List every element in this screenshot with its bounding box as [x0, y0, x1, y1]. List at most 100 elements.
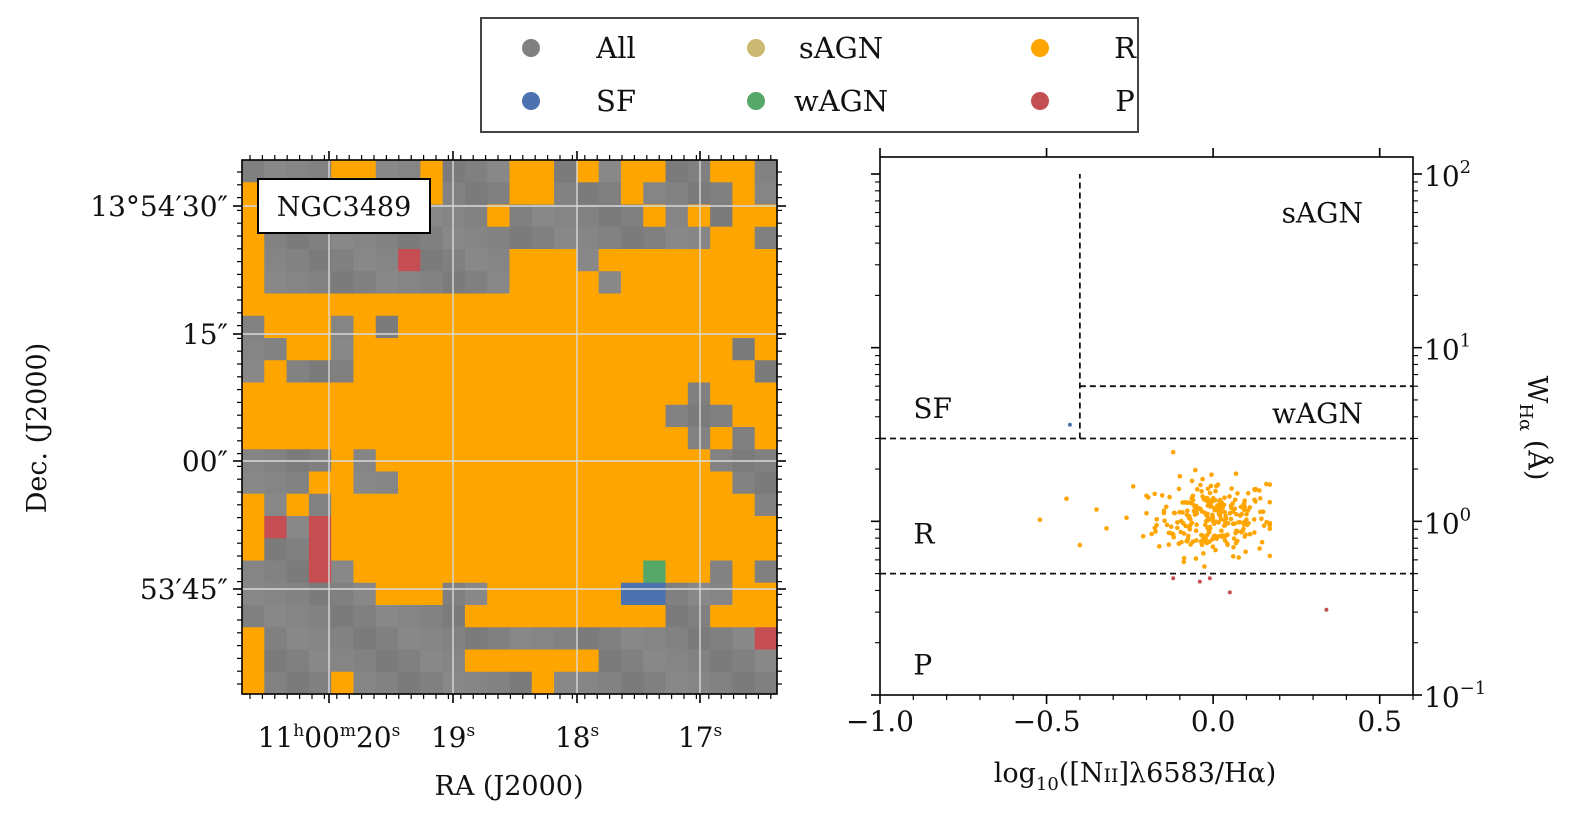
- whan-point-r: [1203, 536, 1208, 541]
- map-xtick-label: 11h00m20s: [258, 721, 401, 754]
- whan-point-r: [1154, 522, 1159, 528]
- whan-point-r: [1104, 526, 1109, 531]
- whan-point-r: [1229, 486, 1234, 491]
- map-spaxel-r: [464, 427, 488, 450]
- whan-xtick-label: 0.0: [1191, 705, 1236, 738]
- map-spaxel-all: [286, 516, 310, 539]
- map-spaxel-r: [665, 493, 689, 517]
- whan-point-r: [1215, 482, 1221, 488]
- map-spaxel-r: [687, 293, 711, 317]
- map-spaxel-all: [264, 627, 288, 651]
- map-spaxel-r: [464, 315, 488, 339]
- map-spaxel-r: [732, 226, 756, 250]
- map-spaxel-all: [375, 605, 399, 628]
- whan-point-r: [1259, 539, 1265, 545]
- map-spaxel-r: [487, 605, 511, 628]
- map-spaxel-r: [598, 516, 622, 539]
- map-spaxel-r: [464, 493, 488, 517]
- map-spaxel-r: [598, 582, 622, 606]
- map-spaxel-r: [576, 382, 600, 406]
- map-spaxel-r: [420, 404, 444, 428]
- map-spaxel-r: [598, 605, 622, 628]
- map-spaxel-r: [598, 249, 622, 272]
- map-spaxel-all: [554, 627, 577, 651]
- map-spaxel-all: [331, 605, 355, 628]
- map-spaxel-r: [420, 160, 444, 183]
- map-spaxel-r: [554, 605, 577, 628]
- map-spaxel-r: [353, 293, 377, 317]
- map-spaxel-r: [487, 560, 511, 584]
- whan-point-r: [1144, 493, 1149, 499]
- whan-point-r: [1267, 520, 1273, 526]
- map-spaxel-r: [420, 338, 444, 361]
- map-spaxel-all: [242, 605, 265, 628]
- whan-point-r: [1164, 504, 1169, 510]
- whan-point-p: [1324, 607, 1329, 612]
- whan-point-r: [1194, 538, 1199, 543]
- map-spaxel-all: [754, 560, 778, 584]
- map-spaxel-r: [487, 516, 511, 539]
- map-spaxel-r: [531, 382, 555, 406]
- map-spaxel-r: [643, 360, 667, 384]
- map-spaxel-all: [732, 627, 756, 651]
- map-spaxel-r: [665, 427, 689, 450]
- whan-point-r: [1237, 520, 1243, 525]
- map-spaxel-r: [531, 315, 555, 339]
- map-spaxel-all: [464, 671, 488, 695]
- legend-marker-r: [1031, 39, 1049, 57]
- whan-point-r: [1252, 497, 1257, 503]
- map-spaxel-r: [643, 204, 667, 228]
- whan-point-r: [1194, 503, 1199, 509]
- map-spaxel-all: [331, 249, 355, 272]
- map-spaxel-all: [598, 160, 622, 183]
- whan-point-r: [1177, 509, 1182, 515]
- map-spaxel-all: [754, 360, 778, 384]
- map-spaxel-r: [509, 404, 533, 428]
- map-spaxel-all: [264, 671, 288, 695]
- map-spaxel-r: [509, 493, 533, 517]
- map-spaxel-r: [710, 338, 734, 361]
- whan-point-r: [1246, 521, 1251, 526]
- whan-point-p: [1197, 579, 1202, 584]
- whan-point-r: [1172, 510, 1177, 516]
- map-spaxel-r: [398, 382, 421, 406]
- map-spaxel-r: [554, 516, 577, 539]
- map-spaxel-r: [620, 338, 644, 361]
- map-spaxel-all: [264, 249, 288, 272]
- map-spaxel-all: [487, 671, 511, 695]
- map-spaxel-r: [643, 404, 667, 428]
- map-spaxel-r: [264, 427, 288, 450]
- whan-point-r: [1201, 551, 1206, 556]
- map-spaxel-r: [732, 516, 756, 539]
- map-spaxel-r: [754, 538, 778, 562]
- map-spaxel-r: [509, 560, 533, 584]
- map-spaxel-r: [732, 538, 756, 562]
- map-spaxel-r: [643, 338, 667, 361]
- legend-marker-sagn: [747, 39, 765, 57]
- map-spaxel-r: [687, 271, 711, 295]
- map-spaxel-r: [531, 538, 555, 562]
- whan-point-r: [1231, 545, 1236, 550]
- map-spaxel-r: [598, 404, 622, 428]
- map-spaxel-r: [554, 582, 577, 606]
- map-spaxel-r: [620, 160, 644, 183]
- map-spaxel-all: [286, 605, 310, 628]
- map-spaxel-r: [353, 516, 377, 539]
- map-spaxel-all: [420, 249, 444, 272]
- map-spaxel-r: [464, 649, 488, 673]
- map-spaxel-r: [242, 627, 265, 651]
- map-spaxel-all: [598, 627, 622, 651]
- map-spaxel-r: [286, 293, 310, 317]
- whan-point-r: [1164, 522, 1170, 528]
- map-spaxel-all: [464, 182, 488, 206]
- map-spaxel-r: [732, 404, 756, 428]
- map-spaxel-all: [242, 582, 265, 606]
- map-spaxel-all: [620, 671, 644, 695]
- whan-point-r: [1207, 526, 1213, 531]
- map-spaxel-all: [242, 360, 265, 384]
- map-spaxel-r: [487, 582, 511, 606]
- map-spaxel-r: [531, 427, 555, 450]
- map-spaxel-r: [710, 293, 734, 317]
- whan-point-r: [1230, 521, 1236, 527]
- map-spaxel-r: [487, 315, 511, 339]
